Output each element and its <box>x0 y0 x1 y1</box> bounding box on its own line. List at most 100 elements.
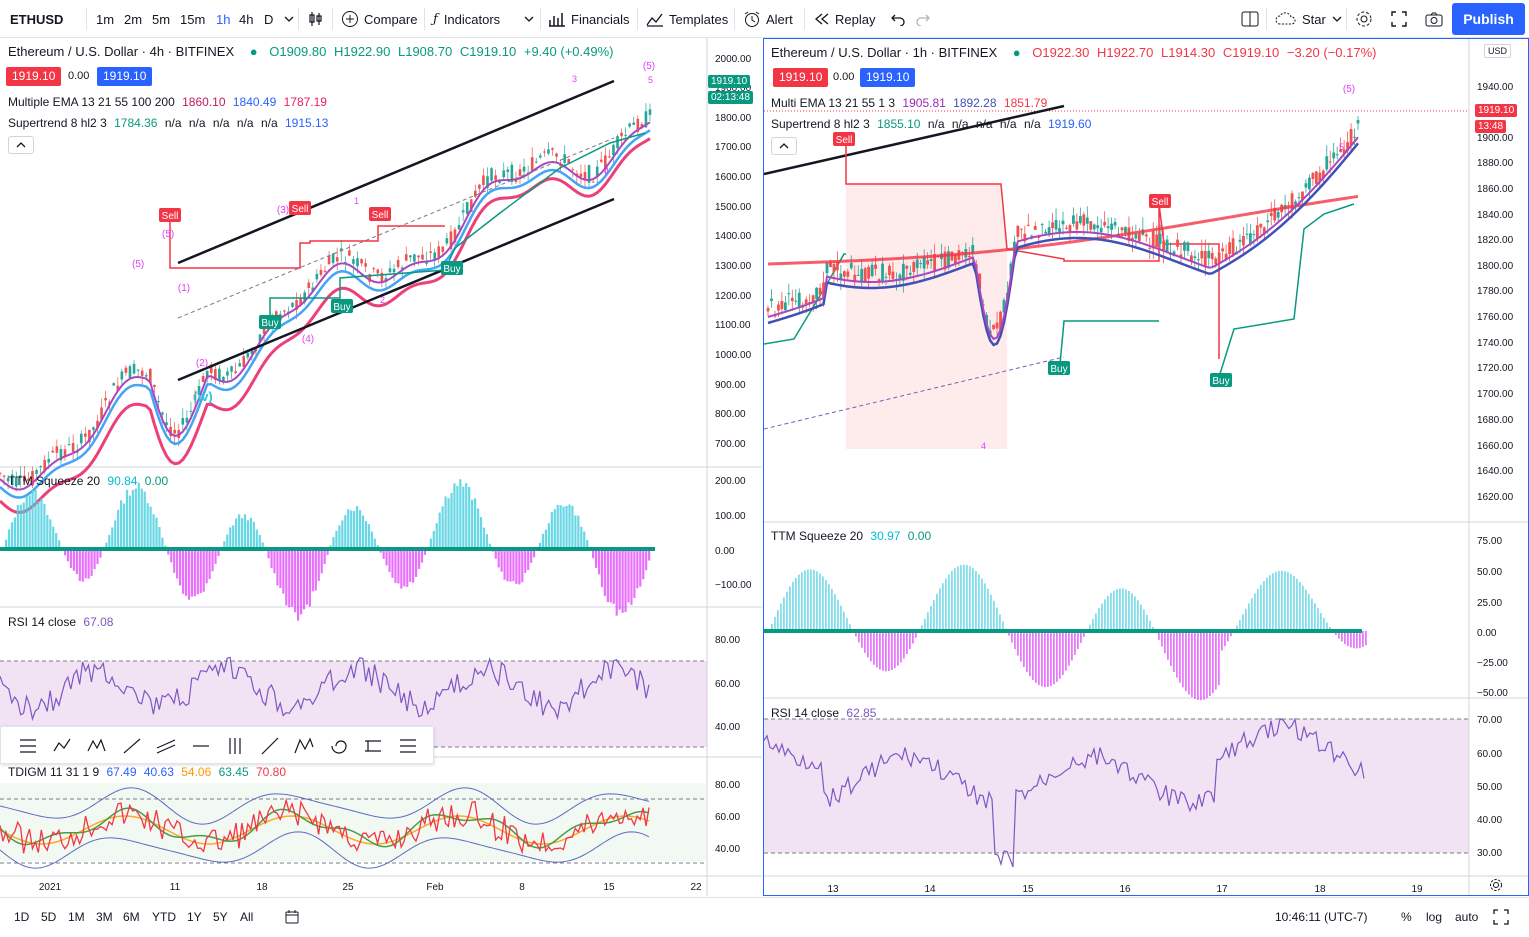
fullscreen-icon[interactable] <box>1390 0 1408 38</box>
range-All[interactable]: All <box>240 910 254 924</box>
compare-button[interactable]: Compare <box>341 0 417 38</box>
range-YTD[interactable]: YTD <box>152 910 176 924</box>
candle-body <box>234 371 237 374</box>
ema-13-line <box>0 121 651 491</box>
redo-icon[interactable] <box>915 0 931 38</box>
right-rsi-axis-label: 30.00 <box>1477 848 1502 859</box>
right-chart-panel[interactable]: 1940.00 1900.00 1880.00 1860.00 1840.00 1820.… <box>763 38 1529 896</box>
candle-body <box>35 469 38 474</box>
alert-button[interactable]: Alert <box>743 0 793 38</box>
right-buy-price-badge[interactable]: 1919.10 <box>860 68 916 87</box>
right-ema-legend[interactable]: Multi EMA 13 21 55 1 3 1905.81 1892.28 1… <box>771 96 1051 110</box>
star-button[interactable]: Star <box>1274 0 1326 38</box>
ttm-bar <box>1092 618 1094 631</box>
range-6M[interactable]: 6M <box>123 910 140 924</box>
layout-icon[interactable] <box>1240 0 1260 38</box>
indicators-button[interactable]: ƒ Indicators <box>433 0 500 38</box>
ttm-bar <box>1080 631 1082 643</box>
candles-tool-icon[interactable] <box>224 735 246 757</box>
range-3M[interactable]: 3M <box>96 910 113 924</box>
long-position-icon[interactable] <box>397 735 419 757</box>
ttm-bar <box>347 509 350 549</box>
range-1Y[interactable]: 1Y <box>187 910 202 924</box>
ttm-bar <box>494 549 497 559</box>
date-range-calendar-icon[interactable] <box>284 898 300 936</box>
log-toggle[interactable]: log <box>1426 910 1443 924</box>
interval-D[interactable]: D <box>264 11 274 27</box>
collapse-legend-button[interactable] <box>771 137 797 155</box>
ttm-bar <box>125 489 129 549</box>
candle-body <box>825 262 829 274</box>
interval-dropdown-icon[interactable] <box>284 0 294 38</box>
abc-pattern-icon[interactable] <box>86 735 108 757</box>
ttm-bar <box>99 549 102 558</box>
line-tool-icon[interactable] <box>259 735 281 757</box>
candle-body <box>870 264 874 276</box>
templates-button[interactable]: Templates <box>646 0 728 38</box>
interval-15m[interactable]: 15m <box>180 11 206 27</box>
interval-5m[interactable]: 5m <box>152 11 171 27</box>
interval-4h[interactable]: 4h <box>239 11 254 27</box>
symbol-search[interactable]: ETHUSD <box>10 11 64 27</box>
left-rsi-legend[interactable]: RSI 14 close 67.08 <box>8 615 117 629</box>
star-dropdown-icon[interactable] <box>1332 0 1342 38</box>
ttm-bar <box>1248 603 1250 631</box>
sell-signal-bg <box>289 201 311 215</box>
ttm-bar <box>479 517 483 549</box>
candle-body <box>1019 228 1023 230</box>
drawing-toolbar[interactable] <box>0 726 434 764</box>
interval-1h[interactable]: 1h <box>216 11 231 27</box>
candle-body <box>1040 224 1044 226</box>
left-chart-panel[interactable]: 2000.00 1900.00 1800.00 1700.00 1600.00 1500.… <box>0 38 762 896</box>
percent-toggle[interactable]: % <box>1401 910 1412 924</box>
replay-button[interactable]: Replay <box>814 0 875 38</box>
left-chart-canvas[interactable]: 2000.001900.001800.001700.001600.001500.… <box>0 38 762 896</box>
range-1M[interactable]: 1M <box>68 910 85 924</box>
auto-toggle[interactable]: auto <box>1455 910 1479 924</box>
left-tdi-legend[interactable]: TDIGM 11 31 1 9 67.49 40.63 54.06 63.45 … <box>8 765 290 779</box>
gear-icon[interactable] <box>1354 0 1374 38</box>
fullscreen-icon[interactable] <box>1493 898 1509 936</box>
currency-label[interactable]: USD <box>1484 44 1512 58</box>
right-sell-price-badge[interactable]: 1919.10 <box>773 68 829 87</box>
trendline-icon[interactable] <box>121 735 143 757</box>
interval-2m[interactable]: 2m <box>124 11 143 27</box>
left-sell-price-badge[interactable]: 1919.10 <box>6 67 62 86</box>
collapse-legend-button[interactable] <box>8 136 34 154</box>
range-1D[interactable]: 1D <box>14 910 30 924</box>
range-5D[interactable]: 5D <box>41 910 57 924</box>
right-price-label: 1760.00 <box>1477 312 1514 323</box>
financials-button[interactable]: Financials <box>548 0 630 38</box>
candle-body <box>510 164 514 182</box>
ttm-bar <box>816 571 818 631</box>
undo-icon[interactable] <box>890 0 906 38</box>
indicators-dropdown-icon[interactable] <box>524 0 534 38</box>
candle-body <box>543 151 546 153</box>
ttm-bar <box>822 576 824 631</box>
chart-type-button[interactable] <box>307 0 325 38</box>
clock-timezone[interactable]: 10:46:11 (UTC-7) <box>1275 910 1368 924</box>
left-buy-price-badge[interactable]: 1919.10 <box>97 67 153 86</box>
left-high: H1922.90 <box>333 44 391 59</box>
range-5Y[interactable]: 5Y <box>213 910 228 924</box>
right-chart-canvas[interactable]: 1940.001900.001880.001860.001840.001820.… <box>764 39 1528 895</box>
spiral-icon[interactable] <box>328 735 350 757</box>
right-ttm-legend[interactable]: TTM Squeeze 20 30.97 0.00 <box>771 529 935 543</box>
right-rsi-legend[interactable]: RSI 14 close 62.85 <box>771 706 880 720</box>
left-ema-legend[interactable]: Multiple EMA 13 21 55 100 200 1860.10 18… <box>8 95 331 109</box>
horizontal-ray-icon[interactable] <box>190 735 212 757</box>
range-tool-icon[interactable] <box>362 735 384 757</box>
left-supertrend-legend[interactable]: Supertrend 8 hl2 3 1784.36 n/a n/a n/a n… <box>8 116 332 130</box>
publish-button[interactable]: Publish <box>1452 3 1525 35</box>
horizontal-lines-icon[interactable] <box>17 735 39 757</box>
chevron-up-icon <box>779 143 789 149</box>
wave-pattern-icon[interactable] <box>52 735 74 757</box>
chart-settings-gear-icon[interactable] <box>1489 878 1503 895</box>
left-ttm-legend[interactable]: TTM Squeeze 20 90.84 0.00 <box>8 474 172 488</box>
parallel-channel-icon[interactable] <box>155 735 177 757</box>
xabcd-pattern-icon[interactable] <box>293 735 315 757</box>
right-supertrend-legend[interactable]: Supertrend 8 hl2 3 1855.10 n/a n/a n/a n… <box>771 117 1095 131</box>
camera-icon[interactable] <box>1424 0 1444 38</box>
interval-1m[interactable]: 1m <box>96 11 115 27</box>
candle-body <box>169 426 172 437</box>
